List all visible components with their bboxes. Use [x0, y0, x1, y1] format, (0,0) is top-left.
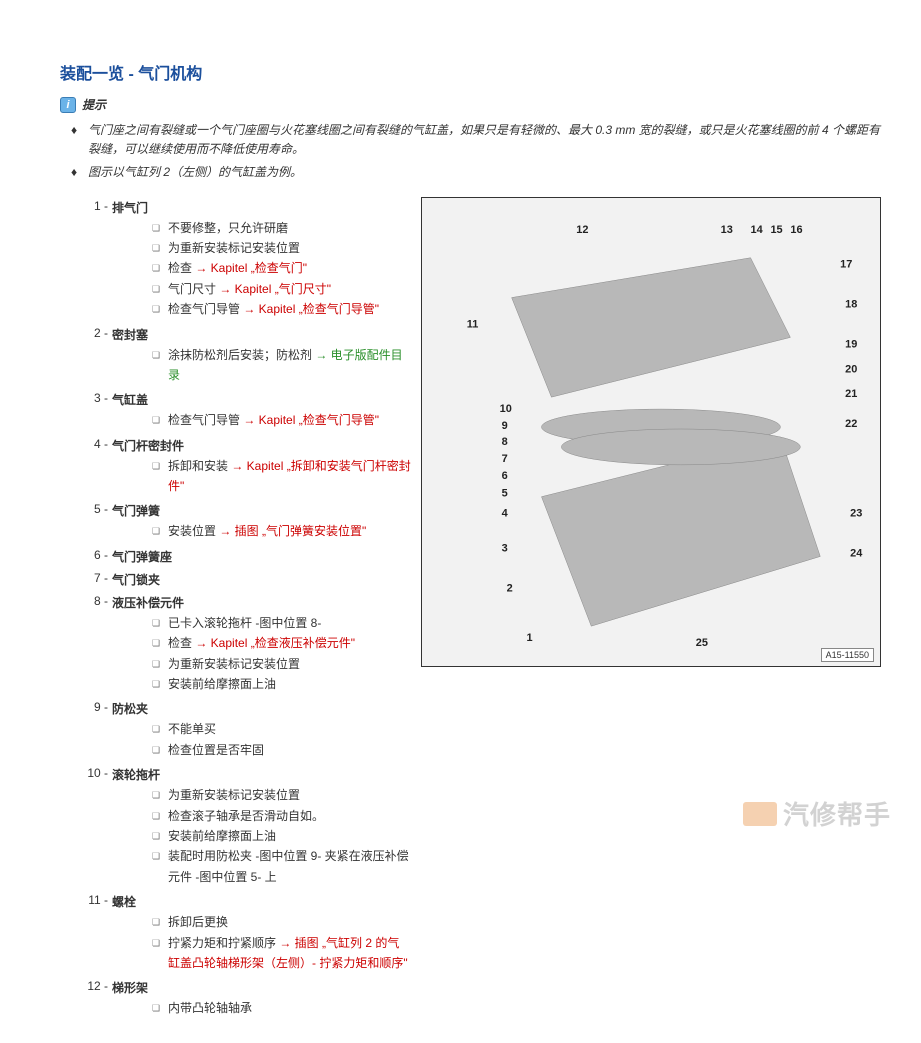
svg-text:17: 17	[840, 258, 852, 270]
list-item: 9 - 防松夹❏不能单买❏检查位置是否牢固	[84, 700, 411, 760]
cross-reference-link[interactable]: → 电子版配件目录	[168, 348, 403, 382]
list-item: 1 - 排气门❏不要修整，只允许研磨❏为重新安装标记安装位置❏检查 → Kapi…	[84, 199, 411, 320]
cross-reference-link[interactable]: → Kapitel „拆卸和安装气门杆密封件"	[168, 459, 411, 493]
svg-text:2: 2	[507, 582, 513, 594]
svg-text:21: 21	[845, 388, 857, 400]
sub-item: ❏为重新安装标记安装位置	[152, 785, 411, 805]
svg-text:19: 19	[845, 338, 857, 350]
sub-item: ❏拆卸后更换	[152, 912, 411, 932]
sub-item: ❏安装前给摩擦面上油	[152, 826, 411, 846]
list-item: 12 - 梯形架❏内带凸轮轴轴承	[84, 979, 411, 1018]
watermark: 汽修帮手	[743, 795, 891, 832]
sub-item: ❏安装位置 → 插图 „气门弹簧安装位置"	[152, 521, 411, 541]
notes-block: ♦气门座之间有裂缝或一个气门座圈与火花塞线圈之间有裂缝的气缸盖，如果只是有轻微的…	[60, 121, 881, 183]
list-item: 4 - 气门杆密封件❏拆卸和安装 → Kapitel „拆卸和安装气门杆密封件"	[84, 437, 411, 497]
svg-text:8: 8	[502, 436, 508, 448]
sub-item: ❏内带凸轮轴轴承	[152, 998, 411, 1018]
sub-item: ❏气门尺寸 → Kapitel „气门尺寸"	[152, 279, 411, 299]
svg-text:11: 11	[467, 318, 479, 330]
hint-label: 提示	[82, 96, 106, 113]
parts-list: 1 - 排气门❏不要修整，只允许研磨❏为重新安装标记安装位置❏检查 → Kapi…	[60, 193, 421, 1023]
sub-item: ❏涂抹防松剂后安装；防松剂 → 电子版配件目录	[152, 345, 411, 386]
svg-text:1: 1	[527, 632, 533, 644]
list-item: 11 - 螺栓❏拆卸后更换❏拧紧力矩和拧紧顺序 → 插图 „气缸列 2 的气缸盖…	[84, 893, 411, 973]
cross-reference-link[interactable]: → Kapitel „检查气门导管"	[243, 302, 379, 316]
cross-reference-link[interactable]: → 插图 „气门弹簧安装位置"	[219, 524, 366, 538]
svg-text:4: 4	[502, 507, 509, 519]
list-item: 7 - 气门锁夹	[84, 571, 411, 588]
svg-text:20: 20	[845, 363, 857, 375]
page-title: 装配一览 - 气门机构	[60, 60, 881, 84]
svg-text:12: 12	[576, 223, 588, 235]
cross-reference-link[interactable]: → Kapitel „检查气门导管"	[243, 413, 379, 427]
sub-item: ❏拆卸和安装 → Kapitel „拆卸和安装气门杆密封件"	[152, 456, 411, 497]
watermark-icon	[743, 802, 777, 826]
svg-text:5: 5	[502, 487, 508, 499]
cross-reference-link[interactable]: → Kapitel „检查气门"	[195, 261, 307, 275]
svg-text:16: 16	[790, 223, 802, 235]
list-item: 6 - 气门弹簧座	[84, 548, 411, 565]
svg-text:23: 23	[850, 507, 862, 519]
watermark-text: 汽修帮手	[783, 795, 891, 832]
svg-text:22: 22	[845, 418, 857, 430]
list-item: 8 - 液压补偿元件❏已卡入滚轮拖杆 -图中位置 8-❏检查 → Kapitel…	[84, 594, 411, 695]
note-item: ♦图示以气缸列 2（左侧）的气缸盖为例。	[60, 163, 881, 182]
svg-text:15: 15	[770, 223, 782, 235]
sub-item: ❏不要修整，只允许研磨	[152, 218, 411, 238]
diagram-column: 1234567891011121314151617181920212223242…	[421, 197, 881, 667]
sub-item: ❏不能单买	[152, 719, 411, 739]
info-icon: i	[60, 97, 76, 113]
exploded-diagram: 1234567891011121314151617181920212223242…	[421, 197, 881, 667]
list-item: 2 - 密封塞❏涂抹防松剂后安装；防松剂 → 电子版配件目录	[84, 326, 411, 386]
sub-item: ❏检查气门导管 → Kapitel „检查气门导管"	[152, 299, 411, 319]
cross-reference-link[interactable]: → Kapitel „检查液压补偿元件"	[195, 636, 355, 650]
sub-item: ❏检查 → Kapitel „检查液压补偿元件"	[152, 633, 411, 653]
list-item: 5 - 气门弹簧❏安装位置 → 插图 „气门弹簧安装位置"	[84, 502, 411, 541]
hint-row: i 提示	[60, 96, 881, 113]
diagram-code: A15-11550	[821, 648, 874, 662]
sub-item: ❏检查位置是否牢固	[152, 740, 411, 760]
cross-reference-link[interactable]: → 插图 „气缸列 2 的气缸盖凸轮轴梯形架（左侧）- 拧紧力矩和顺序"	[168, 936, 408, 970]
sub-item: ❏检查 → Kapitel „检查气门"	[152, 258, 411, 278]
sub-item: ❏检查滚子轴承是否滑动自如。	[152, 806, 411, 826]
list-item: 3 - 气缸盖❏检查气门导管 → Kapitel „检查气门导管"	[84, 391, 411, 430]
svg-text:24: 24	[850, 547, 863, 559]
sub-item: ❏拧紧力矩和拧紧顺序 → 插图 „气缸列 2 的气缸盖凸轮轴梯形架（左侧）- 拧…	[152, 933, 411, 974]
list-item: 10 - 滚轮拖杆❏为重新安装标记安装位置❏检查滚子轴承是否滑动自如。❏安装前给…	[84, 766, 411, 887]
svg-text:10: 10	[500, 403, 512, 415]
svg-text:7: 7	[502, 452, 508, 464]
svg-text:6: 6	[502, 469, 508, 481]
cross-reference-link[interactable]: → Kapitel „气门尺寸"	[219, 282, 331, 296]
note-item: ♦气门座之间有裂缝或一个气门座圈与火花塞线圈之间有裂缝的气缸盖，如果只是有轻微的…	[60, 121, 881, 159]
sub-item: ❏为重新安装标记安装位置	[152, 654, 411, 674]
svg-text:9: 9	[502, 420, 508, 432]
sub-item: ❏已卡入滚轮拖杆 -图中位置 8-	[152, 613, 411, 633]
sub-item: ❏安装前给摩擦面上油	[152, 674, 411, 694]
svg-text:14: 14	[751, 223, 764, 235]
svg-text:3: 3	[502, 542, 508, 554]
sub-item: ❏为重新安装标记安装位置	[152, 238, 411, 258]
sub-item: ❏装配时用防松夹 -图中位置 9- 夹紧在液压补偿元件 -图中位置 5- 上	[152, 846, 411, 887]
svg-text:18: 18	[845, 298, 857, 310]
svg-text:13: 13	[721, 223, 733, 235]
svg-text:25: 25	[696, 637, 708, 649]
diagram-svg: 1234567891011121314151617181920212223242…	[422, 198, 880, 666]
sub-item: ❏检查气门导管 → Kapitel „检查气门导管"	[152, 410, 411, 430]
